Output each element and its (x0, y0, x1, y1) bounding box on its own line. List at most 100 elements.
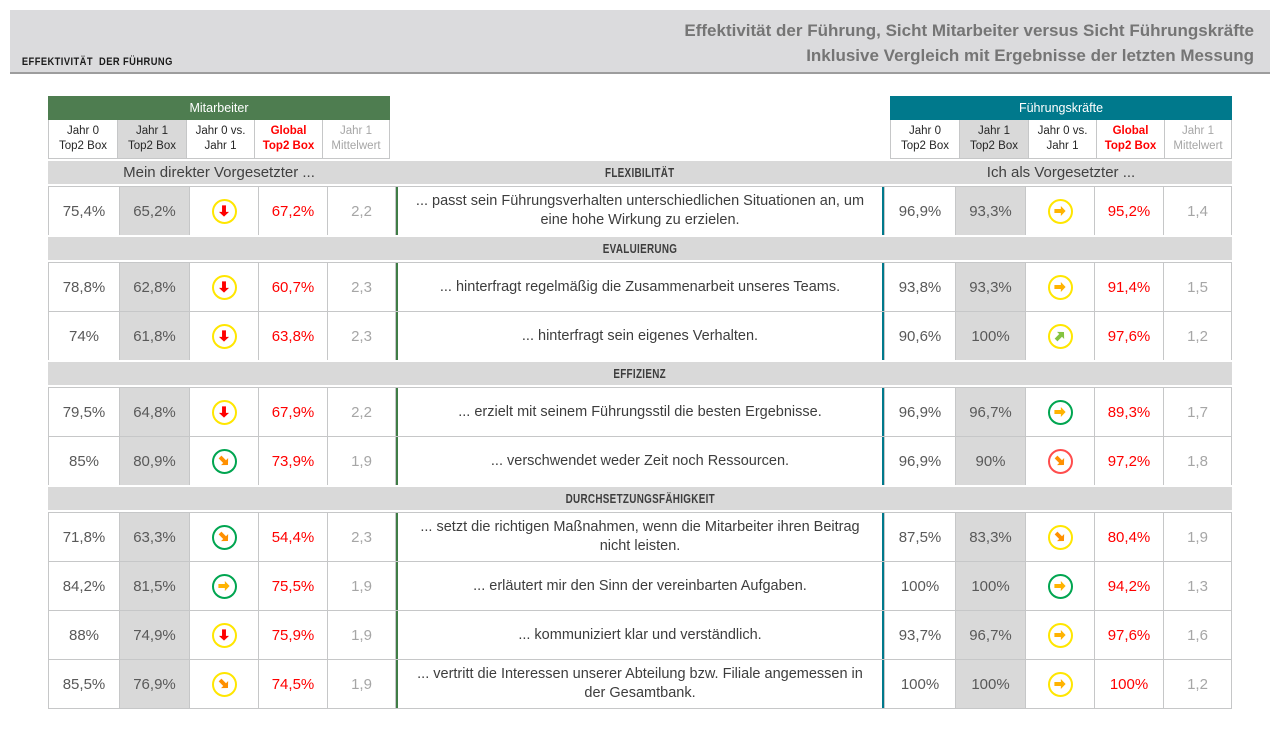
table-row: 84,2% 81,5% 75,5% 1,9 ... erläutert mir … (48, 561, 1232, 610)
arrow-down-icon (211, 622, 237, 648)
section-title: DURCHSETZUNGSFÄHIGKEIT (565, 491, 715, 506)
col-header-right-mittelwert: Jahr 1 Mittelwert (1165, 120, 1232, 159)
table-row: 78,8% 62,8% 60,7% 2,3 ... hinterfragt re… (48, 262, 1232, 311)
cell-right-jahr0: 87,5% (885, 513, 955, 561)
column-header-row: Jahr 0 Top2 Box Jahr 1 Top2 Box Jahr 0 vs.… (48, 120, 1232, 159)
arrow-right-icon (1047, 573, 1073, 599)
group-header-row: Mitarbeiter Führungskräfte (48, 96, 1232, 120)
cell-right-trend (1026, 263, 1094, 311)
arrow-downright-icon (1047, 448, 1073, 474)
statement-cell: ... erzielt mit seinem Führungsstil die … (396, 388, 884, 436)
cell-left-global: 67,9% (259, 388, 327, 436)
cell-left-jahr0: 74% (49, 312, 119, 360)
statement-cell: ... vertritt die Interessen unserer Abte… (396, 660, 884, 708)
cell-left-trend (190, 388, 258, 436)
cell-right-trend (1026, 187, 1094, 235)
cell-left-mittelwert: 2,3 (328, 513, 395, 561)
cell-right-mittelwert: 1,9 (1164, 513, 1231, 561)
cell-left-jahr1: 81,5% (120, 562, 189, 610)
cell-right-trend (1026, 660, 1094, 708)
cell-left-jahr1: 62,8% (120, 263, 189, 311)
statement-cell: ... passt sein Führungsverhalten untersc… (396, 187, 884, 235)
cell-right-trend (1026, 437, 1094, 485)
cell-left-global: 75,9% (259, 611, 327, 659)
cell-left-global: 73,9% (259, 437, 327, 485)
cell-left-mittelwert: 2,2 (328, 388, 395, 436)
arrow-downright-icon (1047, 524, 1073, 550)
cell-right-jahr0: 93,7% (885, 611, 955, 659)
cell-right-jahr1: 100% (956, 660, 1025, 708)
cell-right-global: 97,2% (1095, 437, 1163, 485)
cell-left-global: 67,2% (259, 187, 327, 235)
table-row: 79,5% 64,8% 67,9% 2,2 ... erzielt mit se… (48, 387, 1232, 436)
statement-cell: ... hinterfragt sein eigenes Verhalten. (396, 312, 884, 360)
table-row: 74% 61,8% 63,8% 2,3 ... hinterfragt sein… (48, 311, 1232, 360)
report-title-line1: Effektivität der Führung, Sicht Mitarbei… (684, 21, 1254, 40)
col-header-left-jahr0: Jahr 0 Top2 Box (48, 120, 118, 159)
section-bar-mid: DURCHSETZUNGSFÄHIGKEIT (390, 487, 890, 510)
section-bar-left (48, 237, 390, 260)
cell-left-jahr1: 76,9% (120, 660, 189, 708)
cell-left-trend (190, 263, 258, 311)
cell-right-jahr1: 100% (956, 312, 1025, 360)
cell-right-global: 94,2% (1095, 562, 1163, 610)
cell-left-trend (190, 660, 258, 708)
arrow-right-icon (1047, 671, 1073, 697)
section-bar-flexibilitaet: FLEXIBILITÄT (390, 161, 890, 184)
col-header-left-mittelwert: Jahr 1 Mittelwert (323, 120, 390, 159)
cell-right-global: 97,6% (1095, 312, 1163, 360)
section-bar-left (48, 487, 390, 510)
cell-left-jahr0: 85% (49, 437, 119, 485)
cell-left-mittelwert: 2,3 (328, 263, 395, 311)
cell-left-jahr0: 79,5% (49, 388, 119, 436)
leadership-comparison-table: Mitarbeiter Führungskräfte Jahr 0 Top2 Bo… (48, 96, 1232, 709)
cell-right-trend (1026, 312, 1094, 360)
cell-right-jahr0: 93,8% (885, 263, 955, 311)
group-header-spacer (390, 96, 890, 120)
cell-left-mittelwert: 1,9 (328, 660, 395, 708)
cell-left-jahr1: 65,2% (120, 187, 189, 235)
section-bar-right (890, 237, 1232, 260)
statement-cell: ... kommuniziert klar und verständlich. (396, 611, 884, 659)
cell-left-trend (190, 312, 258, 360)
section-header-row: DURCHSETZUNGSFÄHIGKEIT (48, 485, 1232, 512)
cell-right-jahr0: 90,6% (885, 312, 955, 360)
arrow-down-icon (211, 198, 237, 224)
cell-left-mittelwert: 2,2 (328, 187, 395, 235)
cell-right-global: 97,6% (1095, 611, 1163, 659)
cell-right-global: 91,4% (1095, 263, 1163, 311)
arrow-downright-icon (211, 671, 237, 697)
cell-left-global: 60,7% (259, 263, 327, 311)
page-tab-label: EFFEKTIVITÄT DER FÜHRUNG (21, 56, 173, 68)
cell-left-global: 74,5% (259, 660, 327, 708)
table-body: 75,4% 65,2% 67,2% 2,2 ... passt sein Füh… (48, 186, 1232, 709)
cell-left-trend (190, 513, 258, 561)
statement-cell: ... verschwendet weder Zeit noch Ressour… (396, 437, 884, 485)
cell-right-jahr0: 96,9% (885, 388, 955, 436)
section-bar-right (890, 487, 1232, 510)
cell-right-mittelwert: 1,2 (1164, 660, 1231, 708)
col-header-right-global: Global Top2 Box (1097, 120, 1165, 159)
cell-left-trend (190, 611, 258, 659)
section-bar-left (48, 362, 390, 385)
cell-left-jahr0: 78,8% (49, 263, 119, 311)
col-header-left-jahr1: Jahr 1 Top2 Box (118, 120, 187, 159)
cell-right-trend (1026, 388, 1094, 436)
table-row: 88% 74,9% 75,9% 1,9 ... kommuniziert kla… (48, 610, 1232, 659)
cell-left-trend (190, 437, 258, 485)
cell-left-jahr0: 71,8% (49, 513, 119, 561)
cell-right-mittelwert: 1,5 (1164, 263, 1231, 311)
cell-left-jahr0: 88% (49, 611, 119, 659)
cell-right-mittelwert: 1,4 (1164, 187, 1231, 235)
section-bar-mid: EFFIZIENZ (390, 362, 890, 385)
arrow-right-icon (1047, 622, 1073, 648)
arrow-right-icon (1047, 399, 1073, 425)
cell-left-mittelwert: 1,9 (328, 437, 395, 485)
statement-cell: ... setzt die richtigen Maßnahmen, wenn … (396, 513, 884, 561)
col-header-spacer (390, 120, 890, 159)
cell-right-mittelwert: 1,8 (1164, 437, 1231, 485)
col-header-right-vergleich: Jahr 0 vs. Jahr 1 (1029, 120, 1097, 159)
section-header-row: EFFIZIENZ (48, 360, 1232, 387)
arrow-downright-icon (211, 524, 237, 550)
table-row: 85,5% 76,9% 74,5% 1,9 ... vertritt die I… (48, 659, 1232, 709)
